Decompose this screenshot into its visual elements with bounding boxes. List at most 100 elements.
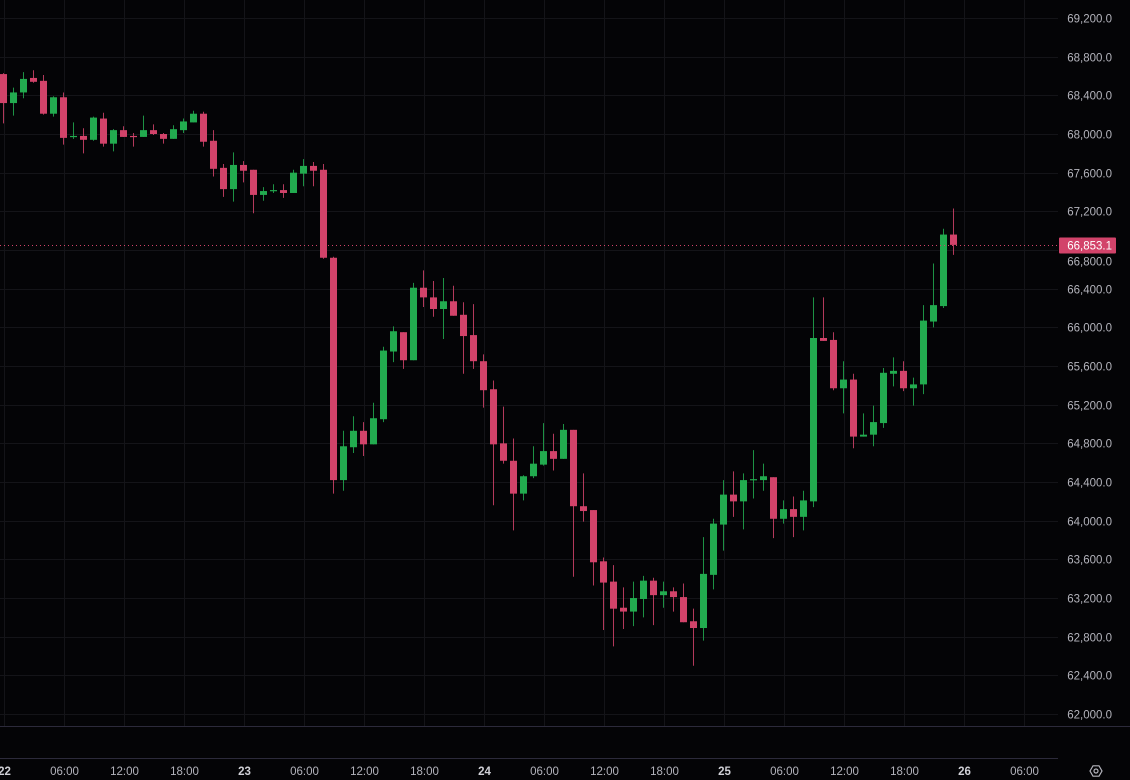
candle-body [880, 372, 887, 424]
candle-body [340, 446, 347, 481]
candle-down [460, 302, 467, 374]
candle-body [580, 506, 587, 512]
candle-up [940, 228, 947, 309]
candle-up [340, 430, 347, 491]
candle-body [650, 580, 657, 596]
candle-body [100, 118, 107, 144]
candle-down [330, 256, 337, 494]
candle-body [530, 463, 537, 477]
candle-up [870, 405, 877, 447]
candle-down [820, 297, 827, 341]
candle-body [520, 476, 527, 494]
candle-down [280, 184, 287, 198]
candle-down [0, 73, 7, 124]
candle-body [450, 301, 457, 316]
candle-up [520, 475, 527, 501]
price-axis[interactable]: 69,200.0 68,800.0 68,400.0 68,000.0 67,600.0… [1067, 14, 1112, 722]
candle-down [950, 208, 957, 255]
y-tick-label: 67,200.0 [1067, 207, 1112, 219]
candle-down [130, 133, 137, 147]
y-tick-label: 66,000.0 [1067, 323, 1112, 335]
x-tick-label: 18:00 [650, 766, 679, 778]
candle-body [320, 169, 327, 258]
y-tick-label: 64,800.0 [1067, 439, 1112, 451]
y-tick-label: 63,200.0 [1067, 594, 1112, 606]
settings-hexagon-icon[interactable] [1089, 765, 1103, 777]
candle-up [90, 116, 97, 141]
candle-body [810, 337, 817, 502]
candle-body [940, 234, 947, 307]
y-tick-label: 65,600.0 [1067, 362, 1112, 374]
x-tick-label: 06:00 [770, 766, 799, 778]
candle-up [750, 450, 757, 499]
candle-up [350, 416, 357, 454]
candle-body [740, 480, 747, 502]
candle-down [240, 161, 247, 183]
y-tick-label: 62,000.0 [1067, 710, 1112, 722]
candle-body [370, 418, 377, 445]
candle-body [730, 494, 737, 502]
candle-body [160, 134, 167, 139]
candle-body [460, 314, 467, 337]
y-tick-label: 69,200.0 [1067, 14, 1112, 26]
candle-up [740, 473, 747, 530]
candle-body [690, 621, 697, 629]
candle-body [560, 429, 567, 459]
candle-body [400, 332, 407, 361]
candle-body [550, 451, 557, 459]
candle-body [310, 165, 317, 171]
candle-body [480, 361, 487, 391]
candle-down [680, 583, 687, 623]
candle-down [590, 510, 597, 586]
candle-body [240, 164, 247, 171]
candle-down [650, 577, 657, 626]
candle-body [290, 172, 297, 193]
candle-body [860, 434, 867, 437]
candles [0, 70, 957, 666]
candle-body [230, 164, 237, 190]
candle-down [730, 471, 737, 517]
candle-up [230, 152, 237, 202]
candle-body [180, 121, 187, 131]
candle-body [270, 190, 277, 192]
candle-up [560, 424, 567, 459]
candle-down [570, 429, 577, 577]
y-tick-label: 66,800.0 [1067, 257, 1112, 269]
candle-body [330, 257, 337, 481]
time-axis[interactable]: 22 06:00 12:00 18:00 23 06:00 12:00 18:00 24 06:0… [0, 766, 1039, 778]
candle-body [70, 135, 77, 138]
candle-body [420, 287, 427, 298]
candle-body [90, 117, 97, 140]
candle-body [630, 598, 637, 612]
x-tick-label: 25 [718, 766, 731, 778]
candle-body [190, 113, 197, 123]
candle-body [140, 130, 147, 137]
candle-up [930, 263, 937, 328]
candle-body [300, 165, 307, 174]
grid [0, 0, 1058, 726]
last-price-label: 66,853.1 [1067, 241, 1112, 253]
candle-up [140, 115, 147, 137]
candle-down [620, 587, 627, 629]
candle-body [920, 320, 927, 385]
y-tick-label: 64,400.0 [1067, 478, 1112, 490]
candle-down [510, 438, 517, 531]
candle-body [930, 305, 937, 322]
candle-down [480, 354, 487, 408]
candle-up [50, 96, 57, 117]
candle-up [10, 87, 17, 116]
candle-body [120, 130, 127, 137]
candle-up [720, 480, 727, 551]
candle-up [880, 367, 887, 428]
candle-body [900, 370, 907, 389]
candle-body [260, 191, 267, 195]
y-tick-label: 68,400.0 [1067, 91, 1112, 103]
candle-down [690, 608, 697, 666]
candle-body [750, 479, 757, 481]
candle-up [660, 581, 667, 608]
candle-up [110, 129, 117, 152]
candle-body [680, 597, 687, 623]
candle-down [40, 75, 47, 115]
